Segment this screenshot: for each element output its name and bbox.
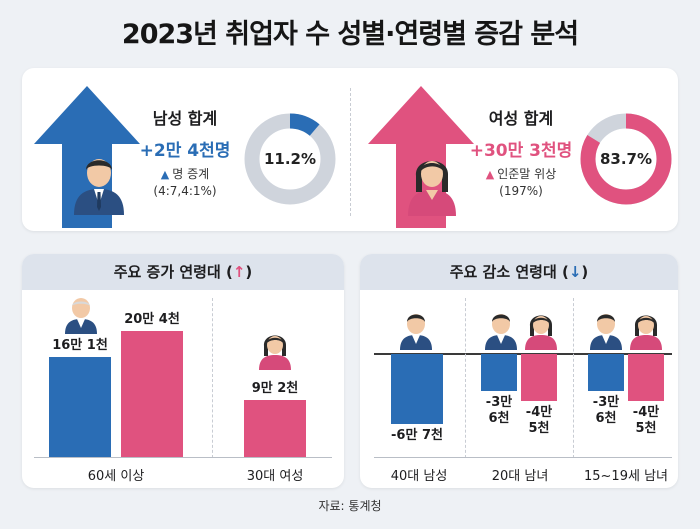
bar-teens-male (588, 354, 624, 392)
decrease-panel-title: 주요 감소 연령대 (↓) (360, 254, 678, 290)
male-total-note: ▲ 명 증계 (4:7,4:1%) (126, 166, 244, 200)
triangle-up-icon: ▲ (485, 168, 495, 181)
increase-axis-line (34, 457, 332, 458)
female-share-label: 83.7% (599, 150, 653, 168)
female-total-heading: 여성 합계 (488, 109, 554, 128)
category-label: 30대 여성 (246, 469, 304, 484)
category-label: 40대 남성 (390, 469, 448, 484)
bar-label: -3만 6천 (592, 395, 620, 427)
red-up-arrow-icon: ↑ (232, 263, 246, 281)
category-label: 20대 남녀 (491, 469, 549, 484)
decrease-title-text: 주요 감소 연령대 ( (449, 263, 569, 281)
female-person-icon (259, 335, 291, 370)
male-note-line1: 명 증계 (172, 167, 210, 181)
male-total-value: +2만 4천명 (139, 141, 231, 161)
bar-40s-male (391, 354, 443, 424)
male-share-donut (244, 113, 336, 205)
female-person-icon (408, 161, 456, 216)
source-note: 자료: 통계청 (318, 499, 382, 513)
bar-60plus-female (121, 330, 183, 457)
increase-panel-title: 주요 증가 연령대 (↑) (22, 254, 344, 290)
decrease-group-divider (573, 298, 574, 458)
category-label: 60세 이상 (87, 469, 145, 484)
female-total-note: ▲ 인준말 위상 (197%) (460, 166, 582, 200)
female-person-icon (630, 315, 662, 350)
bar-teens-female (628, 354, 664, 401)
page-title: 2023년 취업자 수 성별·연령별 증감 분석 (121, 19, 579, 50)
female-note-line2: (197%) (499, 184, 543, 198)
decrease-title-end: ) (581, 263, 589, 281)
elderly-man-icon (65, 298, 97, 334)
blue-down-arrow-icon: ↓ (568, 263, 582, 281)
bar-20s-male (481, 354, 517, 392)
bar-label: -4만 5천 (632, 404, 660, 436)
female-total-value: +30만 3천명 (469, 141, 573, 161)
male-total-heading: 남성 합계 (152, 109, 218, 128)
bar-label: -6만 7천 (391, 427, 443, 443)
arrow-up-icon (34, 86, 140, 228)
male-person-icon (74, 159, 124, 215)
bar-20s-female (521, 354, 557, 401)
male-note-line2: (4:7,4:1%) (153, 184, 217, 198)
bar-30s-female (244, 399, 306, 457)
bar-label: -4만 5천 (525, 404, 553, 436)
summary-divider (350, 88, 351, 216)
male-person-icon (485, 314, 517, 350)
arrow-up-icon (368, 86, 474, 228)
triangle-up-icon: ▲ (160, 168, 170, 181)
female-person-icon (525, 315, 557, 350)
female-share-arc (580, 113, 672, 205)
bar-label: 20만 4천 (124, 311, 180, 327)
male-person-icon (590, 314, 622, 350)
decrease-group-divider (465, 298, 466, 458)
decrease-axis-line (374, 457, 672, 458)
bar-label: 16만 1천 (52, 338, 108, 354)
bar-label: -3만 6천 (485, 395, 513, 427)
male-share-label: 11.2% (263, 150, 317, 168)
male-person-icon (400, 314, 432, 350)
category-label: 15~19세 남녀 (584, 469, 668, 484)
female-share-donut (580, 113, 672, 205)
male-share-arc (244, 113, 336, 205)
bar-label: 9만 2천 (251, 380, 299, 396)
increase-title-text: 주요 증가 연령대 ( (113, 263, 233, 281)
increase-title-end: ) (245, 263, 253, 281)
bar-60plus-male (49, 357, 111, 457)
female-note-line1: 인준말 위상 (497, 167, 557, 181)
increase-group-divider (212, 298, 213, 458)
